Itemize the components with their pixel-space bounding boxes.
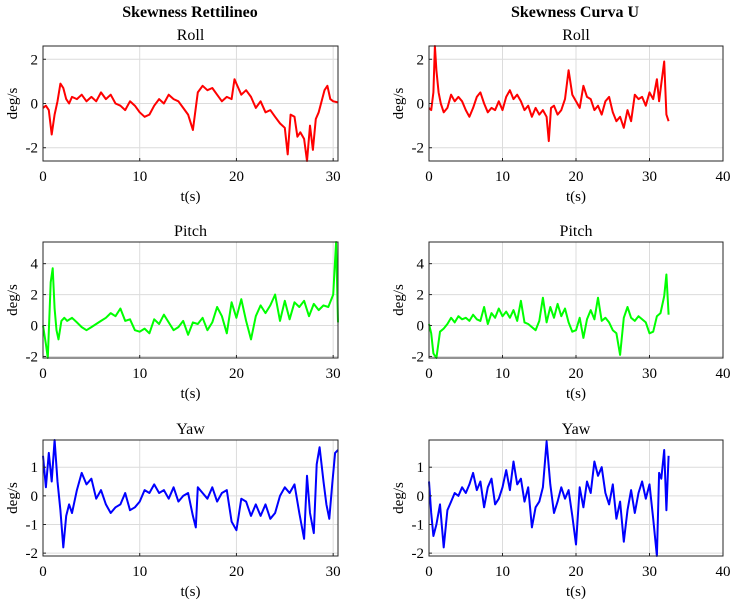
panel-title: Yaw [562,421,591,438]
y-axis-label: deg/s [5,482,21,514]
y-tick-label: 0 [31,489,39,505]
y-tick-label: 0 [31,97,39,113]
axes-box [42,241,339,359]
y-tick-label: -2 [412,546,425,562]
x-tick-label: 0 [425,564,433,580]
x-axis-label: t(s) [181,386,201,402]
y-tick-label: -1 [26,517,39,533]
y-axis-label: deg/s [391,284,407,316]
y-tick-label: 2 [31,288,39,304]
y-tick-label: 2 [417,52,425,68]
y-tick-label: 4 [417,257,425,273]
x-axis-label: t(s) [181,189,201,205]
x-tick-label: 20 [229,564,244,580]
series-line [42,241,339,359]
x-tick-label: 0 [425,366,433,382]
y-tick-label: 1 [417,460,425,476]
x-tick-label: 20 [229,169,244,185]
y-tick-label: -2 [412,141,425,157]
x-tick-label: 10 [132,366,147,382]
x-axis-label: t(s) [566,584,586,600]
y-tick-label: -2 [26,546,39,562]
column-title-left: Skewness Rettilineo [122,4,258,21]
y-axis-label: deg/s [5,88,21,120]
y-tick-label: 0 [31,319,39,335]
y-tick-label: 2 [31,52,39,68]
panel-title: Roll [562,27,590,44]
x-axis-label: t(s) [566,189,586,205]
y-tick-label: 0 [417,489,425,505]
y-axis-label: deg/s [5,284,21,316]
x-tick-label: 30 [642,366,657,382]
x-tick-label: 40 [716,564,731,580]
x-tick-label: 10 [495,169,510,185]
y-tick-label: -2 [26,349,39,365]
x-tick-label: 10 [495,564,510,580]
subplot-5: 0 10 20 30 -2 -1 0 1 Yaw t(s) deg/s [5,421,341,600]
subplot-6: 0 10 20 30 40 -2 -1 0 1 Yaw t(s) deg/s [391,421,731,600]
x-tick-label: 40 [716,169,731,185]
column-title-right: Skewness Curva U [511,4,639,21]
x-tick-label: 10 [132,169,147,185]
y-axis-label: deg/s [391,482,407,514]
y-tick-label: -1 [412,517,425,533]
x-tick-label: 0 [39,564,47,580]
x-tick-label: 0 [39,366,47,382]
x-tick-label: 10 [132,564,147,580]
x-axis-label: t(s) [181,584,201,600]
y-tick-label: 4 [31,257,39,273]
panel-title: Roll [177,27,205,44]
x-tick-label: 30 [642,169,657,185]
x-tick-label: 20 [569,169,584,185]
x-tick-label: 40 [716,366,731,382]
x-tick-label: 30 [326,564,341,580]
x-tick-label: 20 [569,366,584,382]
series-line [428,45,670,143]
x-tick-label: 0 [425,169,433,185]
y-tick-label: 1 [31,460,39,476]
panel-title: Pitch [560,223,593,240]
series-line [42,439,339,549]
panel-title: Yaw [176,421,205,438]
x-tick-label: 10 [495,366,510,382]
y-tick-label: 2 [417,288,425,304]
series-line [42,78,339,162]
x-axis-label: t(s) [566,386,586,402]
x-tick-label: 20 [569,564,584,580]
y-tick-label: -2 [412,349,425,365]
y-tick-label: -2 [26,141,39,157]
x-tick-label: 30 [326,169,341,185]
y-axis-label: deg/s [391,88,407,120]
x-tick-label: 20 [229,366,244,382]
axes-box [42,439,339,557]
panel-title: Pitch [174,223,207,240]
y-tick-label: 0 [417,97,425,113]
y-tick-label: 0 [417,319,425,335]
series-line [428,273,670,359]
x-tick-label: 30 [642,564,657,580]
x-tick-label: 30 [326,366,341,382]
x-tick-label: 0 [39,169,47,185]
series-line [428,440,670,557]
